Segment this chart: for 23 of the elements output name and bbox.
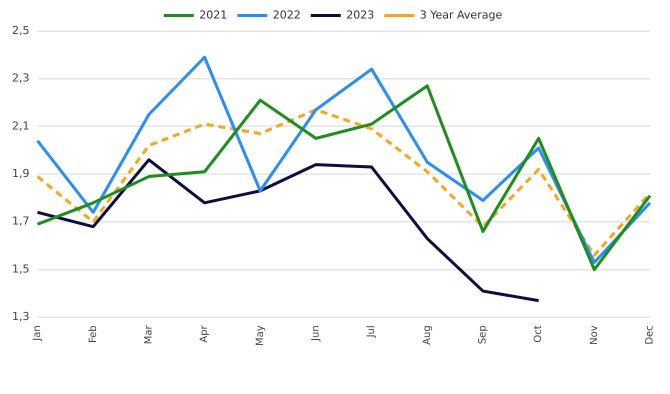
x-tick-label: Jul xyxy=(366,325,378,338)
x-tick-label: Sep xyxy=(478,325,489,344)
x-tick-label: Jun xyxy=(310,325,322,342)
y-tick-label: 1,3 xyxy=(12,310,30,324)
legend-label: 2022 xyxy=(272,8,301,22)
y-tick-label: 1,5 xyxy=(12,262,30,276)
x-tick-label: Nov xyxy=(588,325,600,345)
legend-label: 3 Year Average xyxy=(420,8,502,22)
y-tick-label: 1,7 xyxy=(12,214,30,228)
x-tick-label: Feb xyxy=(88,325,99,344)
y-tick-label: 2,5 xyxy=(12,24,30,37)
legend-label: 2023 xyxy=(346,8,374,22)
x-tick-label: Oct xyxy=(533,325,544,343)
y-tick-label: 2,3 xyxy=(12,72,30,85)
legend-label: 2021 xyxy=(199,8,228,22)
x-tick-label: Dec xyxy=(644,325,656,345)
y-tick-label: 1,9 xyxy=(12,167,30,180)
x-tick-label: May xyxy=(254,325,266,346)
x-tick-label: Jan xyxy=(32,325,44,342)
x-tick-label: Mar xyxy=(143,324,154,344)
x-tick-label: Apr xyxy=(199,324,210,343)
x-tick-label: Aug xyxy=(422,325,433,345)
y-tick-label: 2,1 xyxy=(12,119,30,132)
